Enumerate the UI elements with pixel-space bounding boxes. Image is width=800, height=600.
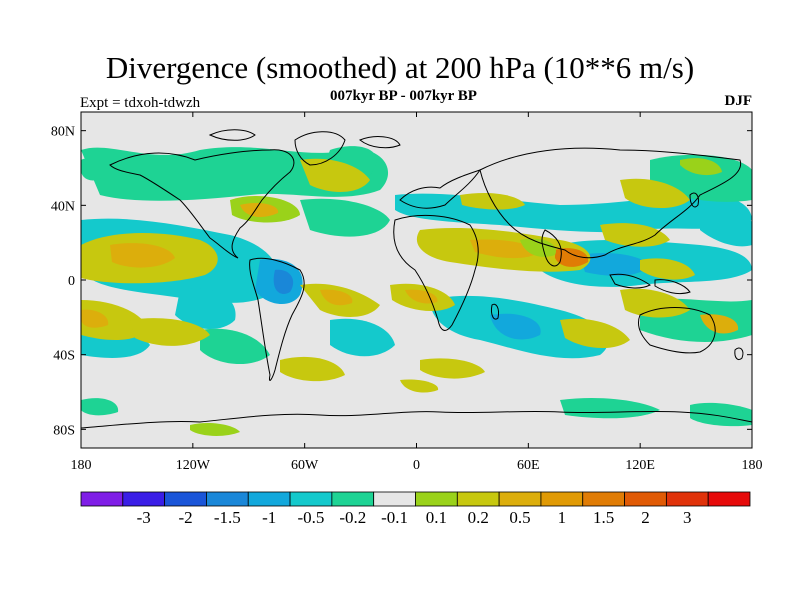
colorbar-swatch xyxy=(624,491,667,507)
lon-tick-label: 60E xyxy=(517,458,540,473)
plot-title: Divergence (smoothed) at 200 hPa (10**6 … xyxy=(105,50,695,85)
colorbar-label: 3 xyxy=(683,508,692,527)
colorbar-label: -0.2 xyxy=(339,508,366,527)
colorbar-swatch xyxy=(331,491,375,507)
colorbar-swatch xyxy=(247,491,291,507)
colorbar-swatch xyxy=(289,491,333,507)
colorbar-label: -3 xyxy=(137,508,151,527)
colorbar-swatch xyxy=(373,491,416,507)
colorbar-label: 0.2 xyxy=(468,508,489,527)
experiment-label: Expt = tdxoh-tdwzh xyxy=(80,95,201,111)
colorbar-swatch xyxy=(206,491,249,507)
colorbar-swatch xyxy=(498,491,542,507)
lon-tick-label: 60W xyxy=(291,458,319,473)
colorbar-swatch xyxy=(707,491,751,507)
colorbar-label: -2 xyxy=(178,508,192,527)
colorbar-swatch xyxy=(80,491,124,507)
coastlines xyxy=(81,129,752,429)
lat-tick-label: 0 xyxy=(68,274,75,289)
colorbar-label: -0.1 xyxy=(381,508,408,527)
lon-tick-label: 180 xyxy=(742,458,763,473)
colorbar-label: 1 xyxy=(558,508,567,527)
lat-tick-label: 80N xyxy=(51,125,75,140)
colorbar-label: 2 xyxy=(641,508,650,527)
colorbar-swatch xyxy=(582,491,625,507)
lat-tick-label: 40S xyxy=(53,349,75,364)
colorbar-swatch xyxy=(665,491,709,507)
plot-subtitle: 007kyr BP - 007kyr BP xyxy=(330,88,477,104)
colorbar-label: -1 xyxy=(262,508,276,527)
colorbar-swatch xyxy=(456,491,500,507)
colorbar-label: -1.5 xyxy=(214,508,241,527)
longitude-axis: 180 120W 60W 0 60E 120E 180 xyxy=(71,112,763,473)
colorbar-swatch xyxy=(122,491,166,507)
lat-tick-label: 40N xyxy=(51,199,75,214)
colorbar-label: -0.5 xyxy=(298,508,325,527)
colorbar-swatch xyxy=(415,491,458,507)
colorbar-label: 1.5 xyxy=(593,508,614,527)
lon-tick-label: 120W xyxy=(176,458,211,473)
positive-anomaly-regions xyxy=(81,158,739,436)
season-label: DJF xyxy=(724,93,753,109)
divergence-field xyxy=(81,146,752,436)
lon-tick-label: 180 xyxy=(71,458,92,473)
colorbar-swatch xyxy=(540,491,584,507)
colorbar-label: 0.5 xyxy=(509,508,530,527)
lon-tick-label: 120E xyxy=(625,458,655,473)
colorbar: -3 -2 -1.5 -1 -0.5 -0.2 -0.1 0.1 0.2 0.5 1 1.5 2 3 xyxy=(80,491,751,527)
colorbar-swatch xyxy=(164,491,207,507)
lat-tick-label: 80S xyxy=(53,423,75,438)
latitude-axis: 80N 40N 0 40S 80S xyxy=(51,125,752,438)
lon-tick-label: 0 xyxy=(413,458,420,473)
colorbar-label: 0.1 xyxy=(426,508,447,527)
